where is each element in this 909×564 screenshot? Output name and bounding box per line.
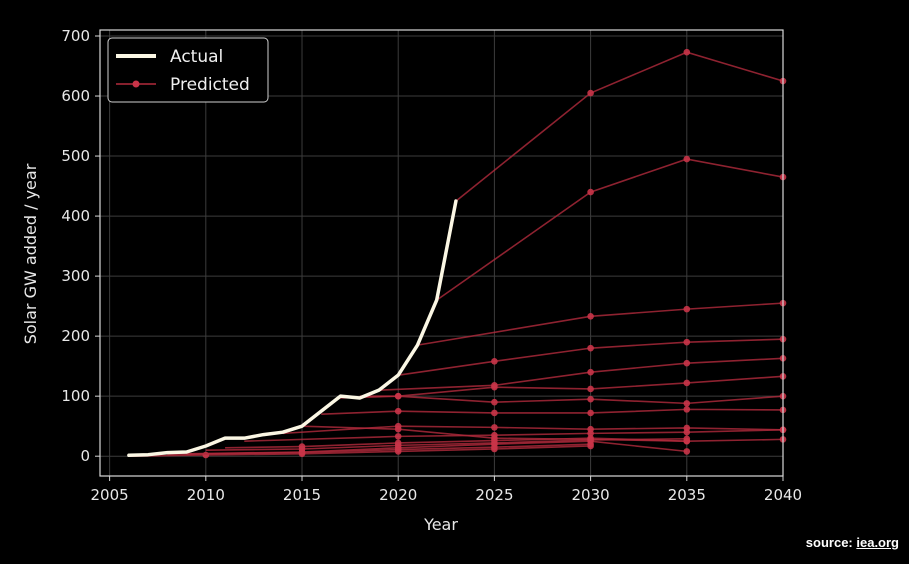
predicted-point xyxy=(587,425,594,433)
predicted-point xyxy=(683,400,691,407)
y-tick-label: 700 xyxy=(61,27,90,45)
y-tick-label: 300 xyxy=(61,267,90,285)
predicted-series-line xyxy=(244,428,784,442)
predicted-point xyxy=(683,406,691,413)
predicted-point xyxy=(587,188,594,196)
source-credit: source: iea.org xyxy=(806,535,899,550)
source-prefix: source: xyxy=(805,535,857,550)
legend-predicted-marker xyxy=(132,80,140,88)
x-tick-label: 2040 xyxy=(764,486,802,504)
predicted-point xyxy=(683,424,691,432)
predicted-point xyxy=(587,436,594,443)
plot-frame xyxy=(99,29,784,477)
predicted-point xyxy=(394,392,402,400)
predicted-point xyxy=(683,379,691,387)
predicted-point xyxy=(587,409,594,417)
predicted-point xyxy=(587,344,594,352)
predicted-point xyxy=(491,358,498,365)
legend-predicted-label: Predicted xyxy=(170,75,250,95)
plot-area xyxy=(100,30,783,476)
x-tick-label: 2005 xyxy=(91,486,129,504)
predicted-point xyxy=(587,395,594,403)
actual-series-line xyxy=(127,199,458,458)
y-axis-label: Solar GW added / year xyxy=(21,163,40,344)
predicted-point xyxy=(683,305,691,313)
predicted-point xyxy=(298,443,306,450)
predicted-point xyxy=(491,409,498,417)
predicted-point xyxy=(394,439,402,447)
predicted-point xyxy=(491,434,498,442)
x-tick-label: 2035 xyxy=(668,486,706,504)
predicted-lines xyxy=(128,48,787,459)
source-link[interactable]: iea.org xyxy=(856,535,899,550)
y-tick-label: 100 xyxy=(61,387,90,405)
x-tick-label: 2010 xyxy=(187,486,225,504)
y-tick-label: 400 xyxy=(61,207,90,225)
predicted-series-line xyxy=(225,437,687,449)
predicted-point xyxy=(683,155,691,163)
predicted-point xyxy=(394,433,402,440)
y-tick-label: 200 xyxy=(61,327,90,345)
legend-actual-label: Actual xyxy=(170,47,223,67)
predicted-point xyxy=(683,437,691,445)
predicted-point xyxy=(683,338,691,346)
predicted-series-line xyxy=(359,375,784,397)
predicted-point xyxy=(587,368,594,376)
predicted-series-line xyxy=(436,158,784,301)
actual-line xyxy=(127,199,458,458)
x-tick-label: 2015 xyxy=(283,486,321,504)
x-tick-label: 2020 xyxy=(379,486,417,504)
predicted-point xyxy=(683,48,691,56)
y-tick-label: 500 xyxy=(61,147,90,165)
y-axis-ticks: 0 100 200 300 400 500 600 700 xyxy=(61,27,100,465)
predicted-point xyxy=(491,424,498,431)
predicted-point xyxy=(587,313,594,320)
y-tick-label: 600 xyxy=(61,87,90,105)
predicted-series-line xyxy=(321,408,784,415)
x-axis-label: Year xyxy=(423,515,458,534)
predicted-point xyxy=(491,382,498,389)
predicted-point xyxy=(394,425,402,433)
predicted-point xyxy=(587,385,594,393)
predicted-series-line xyxy=(186,440,687,455)
y-tick-label: 0 xyxy=(80,447,90,465)
x-tick-label: 2030 xyxy=(572,486,610,504)
predicted-point xyxy=(683,359,691,367)
predicted-point xyxy=(394,407,402,415)
predicted-series-line xyxy=(417,302,784,346)
predicted-point xyxy=(683,448,691,455)
x-axis-ticks: 2005 2010 2015 2020 2025 2030 2035 2040 xyxy=(91,476,802,504)
predicted-point xyxy=(587,89,594,97)
predicted-series-line xyxy=(301,425,784,442)
predicted-series-line xyxy=(282,425,784,435)
x-tick-label: 2025 xyxy=(475,486,513,504)
predicted-series-line xyxy=(455,51,784,202)
legend: Actual Predicted xyxy=(107,37,269,103)
predicted-series-line xyxy=(128,445,591,457)
predicted-point xyxy=(491,398,498,406)
